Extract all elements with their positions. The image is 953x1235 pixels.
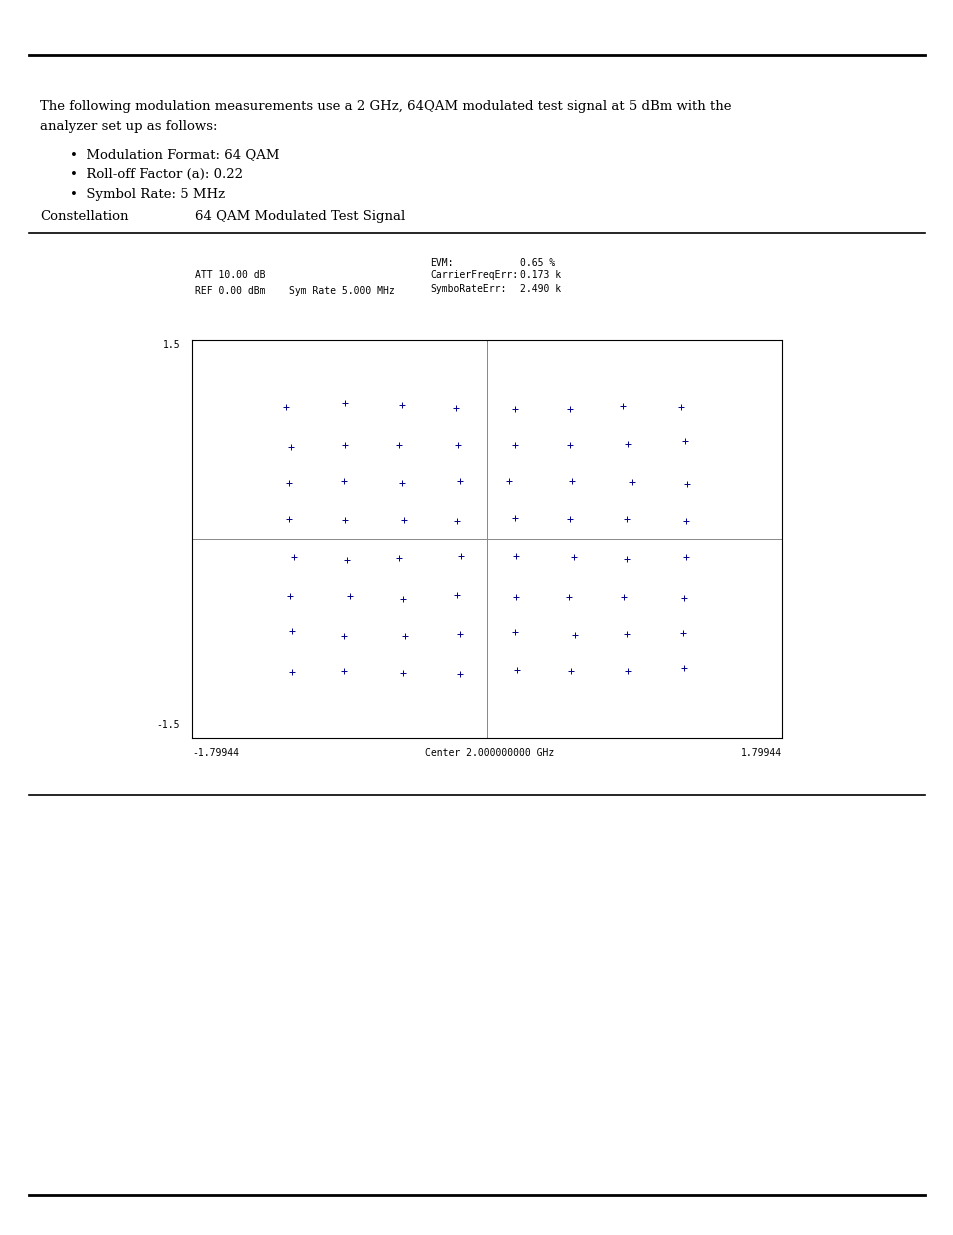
Point — [281, 509, 296, 529]
Point — [677, 431, 692, 451]
Text: CarrierFreqErr:: CarrierFreqErr: — [430, 270, 517, 280]
Point — [336, 661, 352, 680]
Point — [679, 474, 694, 494]
Text: SymboRateErr:: SymboRateErr: — [430, 284, 506, 294]
Point — [396, 510, 412, 530]
Text: -1.79944: -1.79944 — [192, 748, 239, 758]
Point — [678, 511, 693, 531]
Point — [342, 587, 357, 606]
Point — [507, 622, 522, 642]
Text: •  Symbol Rate: 5 MHz: • Symbol Rate: 5 MHz — [70, 188, 225, 201]
Point — [452, 471, 467, 490]
Point — [618, 510, 634, 530]
Text: Constellation: Constellation — [40, 210, 129, 224]
Point — [565, 547, 580, 567]
Point — [619, 662, 635, 682]
Point — [454, 547, 469, 567]
Point — [282, 587, 297, 606]
Point — [619, 435, 635, 454]
Text: analyzer set up as follows:: analyzer set up as follows: — [40, 120, 217, 133]
Text: ATT 10.00 dB: ATT 10.00 dB — [194, 270, 265, 280]
Text: •  Roll-off Factor (a): 0.22: • Roll-off Factor (a): 0.22 — [70, 168, 243, 182]
Text: •  Modulation Format: 64 QAM: • Modulation Format: 64 QAM — [70, 148, 279, 161]
Text: EVM:: EVM: — [430, 258, 453, 268]
Point — [395, 589, 411, 609]
Point — [561, 587, 577, 606]
Point — [562, 661, 578, 680]
Point — [338, 551, 354, 571]
Text: 0.173 k: 0.173 k — [519, 270, 560, 280]
Text: The following modulation measurements use a 2 GHz, 64QAM modulated test signal a: The following modulation measurements us… — [40, 100, 731, 112]
Text: REF 0.00 dBm    Sym Rate 5.000 MHz: REF 0.00 dBm Sym Rate 5.000 MHz — [194, 287, 395, 296]
Point — [337, 510, 353, 530]
Point — [286, 547, 301, 567]
Point — [395, 663, 410, 683]
Point — [449, 585, 464, 605]
Point — [395, 473, 410, 493]
Point — [336, 626, 352, 646]
Point — [507, 400, 522, 420]
Point — [676, 658, 691, 678]
Point — [335, 472, 351, 492]
Point — [392, 548, 407, 568]
Point — [391, 436, 406, 456]
Text: 64 QAM Modulated Test Signal: 64 QAM Modulated Test Signal — [194, 210, 405, 224]
Point — [448, 399, 463, 419]
Point — [450, 435, 465, 454]
Point — [394, 395, 409, 415]
Point — [562, 399, 578, 419]
Point — [567, 625, 582, 645]
Point — [508, 546, 523, 566]
Point — [337, 435, 353, 454]
Point — [283, 437, 298, 457]
Point — [500, 471, 516, 490]
Point — [673, 398, 688, 417]
Point — [676, 588, 691, 608]
Point — [561, 435, 577, 454]
Point — [284, 621, 299, 641]
Point — [618, 550, 634, 569]
Point — [284, 662, 299, 682]
Point — [452, 625, 467, 645]
Point — [508, 587, 523, 606]
Point — [675, 624, 690, 643]
Point — [616, 587, 631, 606]
Point — [449, 510, 464, 530]
Point — [396, 626, 412, 646]
Point — [619, 624, 635, 643]
Point — [507, 435, 522, 454]
Point — [623, 472, 639, 492]
Point — [281, 473, 296, 493]
Point — [452, 664, 467, 684]
Text: 1.79944: 1.79944 — [740, 748, 781, 758]
Point — [678, 547, 693, 567]
Point — [507, 508, 522, 527]
Text: -1.5: -1.5 — [156, 720, 180, 730]
Point — [615, 396, 630, 416]
Point — [562, 509, 578, 529]
Point — [278, 398, 294, 417]
Text: 0.65 %: 0.65 % — [519, 258, 555, 268]
Text: Center 2.000000000 GHz: Center 2.000000000 GHz — [425, 748, 554, 758]
Point — [337, 394, 353, 414]
Point — [563, 471, 578, 490]
Text: 2.490 k: 2.490 k — [519, 284, 560, 294]
Text: 1.5: 1.5 — [162, 340, 180, 350]
Point — [509, 659, 524, 679]
